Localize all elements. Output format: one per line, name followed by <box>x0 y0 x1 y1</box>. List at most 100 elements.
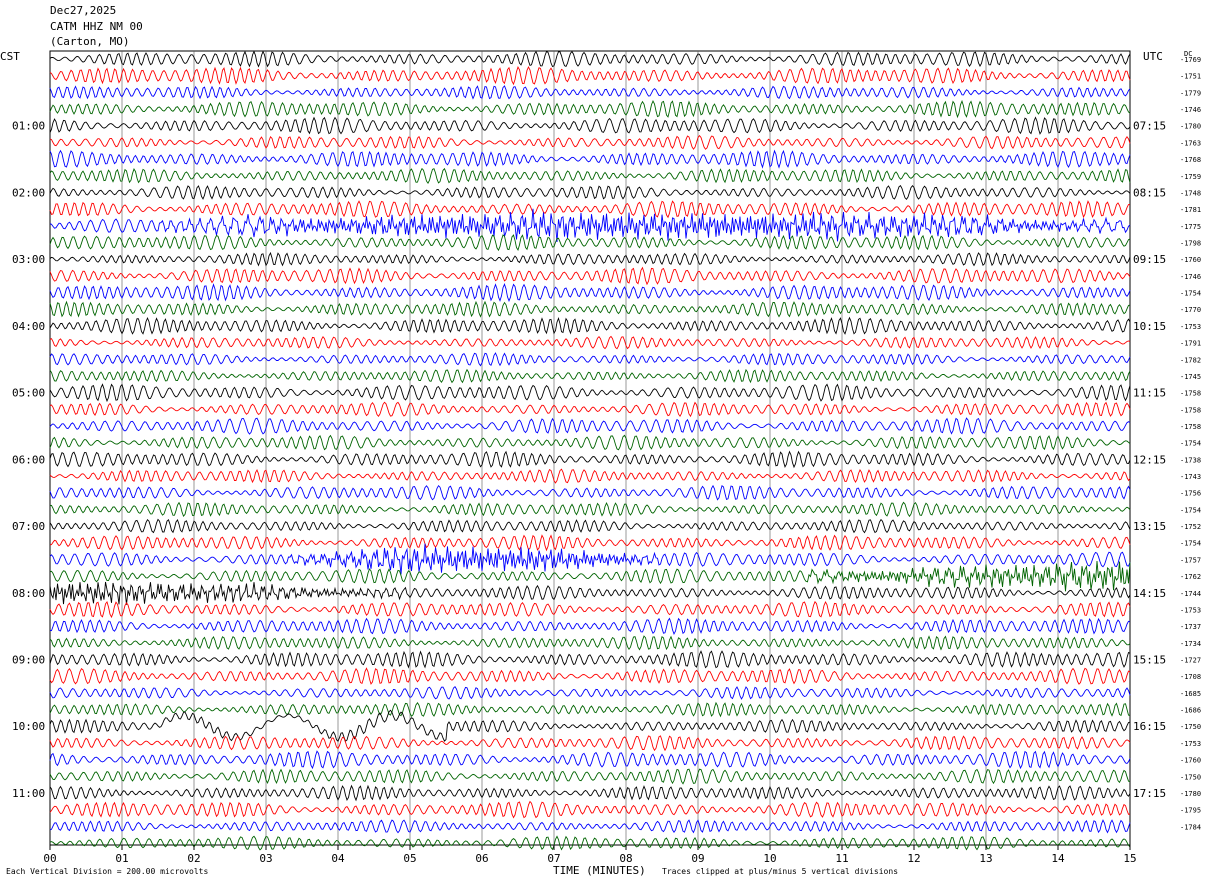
right-hour-label: 16:15 <box>1133 720 1166 733</box>
trace-row-12 <box>49 251 1131 267</box>
right-hour-label: 14:15 <box>1133 587 1166 600</box>
trace-row-31 <box>49 560 1131 592</box>
trace-row-24 <box>49 450 1131 469</box>
left-hour-label: 08:00 <box>12 587 45 600</box>
left-hour-label: 11:00 <box>12 787 45 800</box>
dc-offset-value: -1751 <box>1180 73 1201 81</box>
dc-offset-value: -1745 <box>1180 373 1201 381</box>
trace-row-19 <box>49 368 1131 384</box>
dc-offset-value: -1775 <box>1180 223 1201 231</box>
chart-date: Dec27,2025 <box>50 4 117 17</box>
x-tick-label: 07 <box>547 852 560 865</box>
station-location: (Carton, MO) <box>50 35 130 48</box>
trace-row-17 <box>49 335 1131 350</box>
x-tick-label: 09 <box>691 852 704 865</box>
trace-row-0 <box>49 50 1131 68</box>
dc-offset-value: -1743 <box>1180 473 1201 481</box>
trace-row-30 <box>49 543 1131 575</box>
x-tick-label: 11 <box>835 852 848 865</box>
x-tick-label: 14 <box>1051 852 1065 865</box>
dc-offset-value: -1754 <box>1180 290 1201 298</box>
trace-row-6 <box>49 149 1131 169</box>
right-hour-label: 13:15 <box>1133 520 1166 533</box>
trace-row-47 <box>49 835 1131 851</box>
dc-offset-value: -1762 <box>1180 573 1201 581</box>
dc-offset-value: -1708 <box>1180 673 1201 681</box>
dc-offset-value: -1760 <box>1180 757 1201 765</box>
right-hour-label: 12:15 <box>1133 453 1166 466</box>
trace-row-1 <box>49 65 1131 86</box>
dc-offset-value: -1760 <box>1180 256 1201 264</box>
dc-offset-value: -1754 <box>1180 540 1201 548</box>
x-tick-label: 06 <box>475 852 488 865</box>
trace-row-44 <box>49 784 1131 802</box>
dc-offset-value: -1685 <box>1180 690 1201 698</box>
right-hour-label: 17:15 <box>1133 787 1166 800</box>
trace-row-18 <box>49 352 1131 367</box>
dc-offset-value: -1753 <box>1180 606 1201 614</box>
trace-row-11 <box>49 234 1131 252</box>
trace-row-34 <box>49 617 1131 635</box>
dc-offset-value: -1769 <box>1180 56 1201 64</box>
dc-offset-value: -1752 <box>1180 523 1201 531</box>
dc-offset-value: -1795 <box>1180 807 1201 815</box>
left-hour-label: 03:00 <box>12 253 45 266</box>
dc-offset-value: -1759 <box>1180 173 1201 181</box>
dc-offset-value: -1744 <box>1180 590 1201 598</box>
trace-row-8 <box>49 184 1131 201</box>
x-tick-label: 15 <box>1123 852 1136 865</box>
dc-offset-value: -1791 <box>1180 340 1201 348</box>
clip-note: Traces clipped at plus/minus 5 vertical … <box>662 867 899 876</box>
dc-offset-value: -1782 <box>1180 356 1201 364</box>
left-hour-label: 04:00 <box>12 320 45 333</box>
x-axis-title: TIME (MINUTES) <box>553 864 646 877</box>
dc-offset-value: -1756 <box>1180 490 1201 498</box>
dc-offset-value: -1754 <box>1180 506 1201 514</box>
plot-frame <box>49 50 1131 846</box>
dc-offset-value: -1753 <box>1180 740 1201 748</box>
trace-row-32 <box>49 581 1131 605</box>
right-timezone-label: UTC <box>1143 50 1163 63</box>
dc-offset-value: -1779 <box>1180 89 1201 97</box>
trace-row-15 <box>49 300 1131 318</box>
trace-row-9 <box>49 200 1131 219</box>
x-tick-label: 08 <box>619 852 632 865</box>
left-hour-label: 06:00 <box>12 453 45 466</box>
dc-offset-value: -1753 <box>1180 323 1201 331</box>
dc-offset-value: -1686 <box>1180 707 1201 715</box>
dc-offset-header: DC <box>1184 50 1193 58</box>
right-hour-label: 07:15 <box>1133 120 1166 133</box>
dc-offset-value: -1727 <box>1180 657 1201 665</box>
trace-row-4 <box>49 116 1131 135</box>
dc-offset-value: -1748 <box>1180 189 1201 197</box>
x-tick-label: 10 <box>763 852 776 865</box>
station-id: CATM HHZ NM 00 <box>50 20 143 33</box>
trace-row-35 <box>49 635 1131 651</box>
trace-row-41 <box>49 735 1131 752</box>
left-hour-label: 02:00 <box>12 186 45 199</box>
right-hour-label: 09:15 <box>1133 253 1166 266</box>
dc-offset-value: -1780 <box>1180 123 1201 131</box>
right-hour-label: 11:15 <box>1133 387 1166 400</box>
right-hour-label: 15:15 <box>1133 654 1166 667</box>
left-timezone-label: CST <box>0 50 20 63</box>
trace-row-42 <box>49 750 1131 770</box>
x-tick-label: 12 <box>907 852 920 865</box>
left-hour-label: 07:00 <box>12 520 45 533</box>
trace-row-26 <box>49 484 1131 501</box>
dc-offset-value: -1763 <box>1180 139 1201 147</box>
x-tick-label: 04 <box>331 852 345 865</box>
x-tick-label: 05 <box>403 852 416 865</box>
dc-offset-value: -1781 <box>1180 206 1201 214</box>
trace-row-36 <box>49 650 1131 669</box>
left-hour-label: 01:00 <box>12 120 45 133</box>
x-tick-label: 00 <box>43 852 56 865</box>
dc-offset-value: -1746 <box>1180 273 1201 281</box>
trace-row-46 <box>49 819 1131 834</box>
trace-row-21 <box>49 401 1131 418</box>
trace-row-37 <box>49 667 1131 685</box>
dc-offset-value: -1758 <box>1180 423 1201 431</box>
x-tick-label: 01 <box>115 852 128 865</box>
dc-offset-value: -1780 <box>1180 790 1201 798</box>
